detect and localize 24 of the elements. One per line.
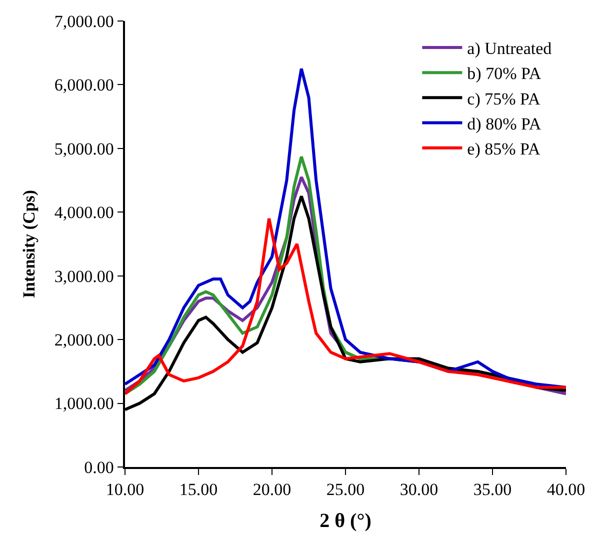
line-series xyxy=(125,67,566,389)
x-tick-label: 35.00 xyxy=(473,480,512,500)
y-tick-label: 5,000.00 xyxy=(54,139,114,158)
x-tick-label: 15.00 xyxy=(179,480,218,500)
y-tick-label: 6,000.00 xyxy=(54,76,114,95)
x-tick-label: 25.00 xyxy=(326,480,365,500)
x-tick-label: 20.00 xyxy=(252,480,292,500)
legend-label: c) 75% PA xyxy=(467,89,541,108)
x-tick-label: 30.00 xyxy=(400,480,438,500)
legend-label: b) 70% PA xyxy=(467,64,542,84)
y-tick-label: 2,000.00 xyxy=(54,330,114,350)
y-tick-label: 7,000.00 xyxy=(54,12,114,31)
x-tick-label: 40.00 xyxy=(546,480,586,500)
x-axis-title: 2 θ (°) xyxy=(320,510,372,532)
y-axis-title: Intensity (Cps) xyxy=(19,190,38,298)
y-tick-label: 1,000.00 xyxy=(54,394,114,414)
legend-label: a) Untreated xyxy=(467,39,552,58)
x-tick-label: 10.00 xyxy=(106,480,144,500)
y-tick-label: 3,000.00 xyxy=(54,266,114,286)
y-tick-label: 4,000.00 xyxy=(54,203,114,222)
y-tick-label: 0.00 xyxy=(84,458,114,477)
legend-label: d) 80% PA xyxy=(467,114,542,134)
line-series xyxy=(125,217,566,396)
legend-label: e) 85% PA xyxy=(467,140,541,158)
